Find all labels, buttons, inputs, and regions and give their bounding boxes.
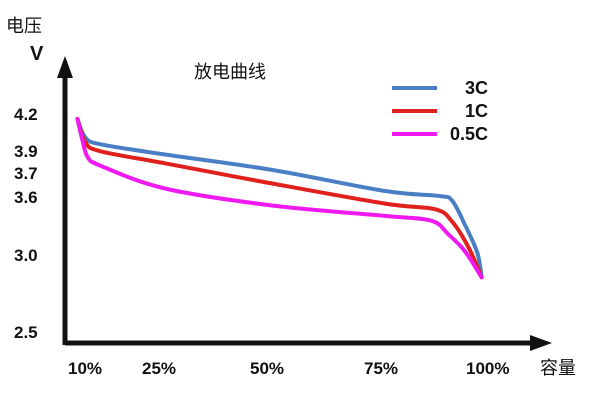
y-tick-label: 4.2 [14,105,38,124]
x-tick-label: 75% [364,359,398,378]
x-tick-labels: 10% 25% 50% 75% 100% [68,359,509,378]
x-tick-label: 100% [466,359,509,378]
series-line-0-5c [75,117,484,280]
x-axis-arrow [530,335,552,351]
x-tick-label: 50% [250,359,284,378]
x-tick-label: 10% [68,359,102,378]
y-axis-title: 电压 [6,16,42,37]
legend-label: 0.5C [450,124,488,144]
legend-label: 1C [465,101,488,121]
legend: 3C 1C 0.5C [392,78,488,144]
y-tick-label: 3.9 [14,142,38,161]
y-tick-label: 2.5 [14,323,38,342]
y-axis-unit: V [30,43,44,65]
y-tick-label: 3.6 [14,188,38,207]
series-line-1c [75,117,484,280]
y-tick-label: 3.7 [14,164,38,183]
series-lines [75,117,484,280]
series-line-3c [75,117,484,280]
y-axis-arrow [57,56,73,78]
y-tick-labels: 4.2 3.9 3.7 3.6 3.0 2.5 [14,105,38,342]
legend-label: 3C [465,78,488,98]
x-tick-label: 25% [142,359,176,378]
y-tick-label: 3.0 [14,246,38,265]
chart-title: 放电曲线 [194,62,266,83]
x-axis-title: 容量 [540,358,576,379]
